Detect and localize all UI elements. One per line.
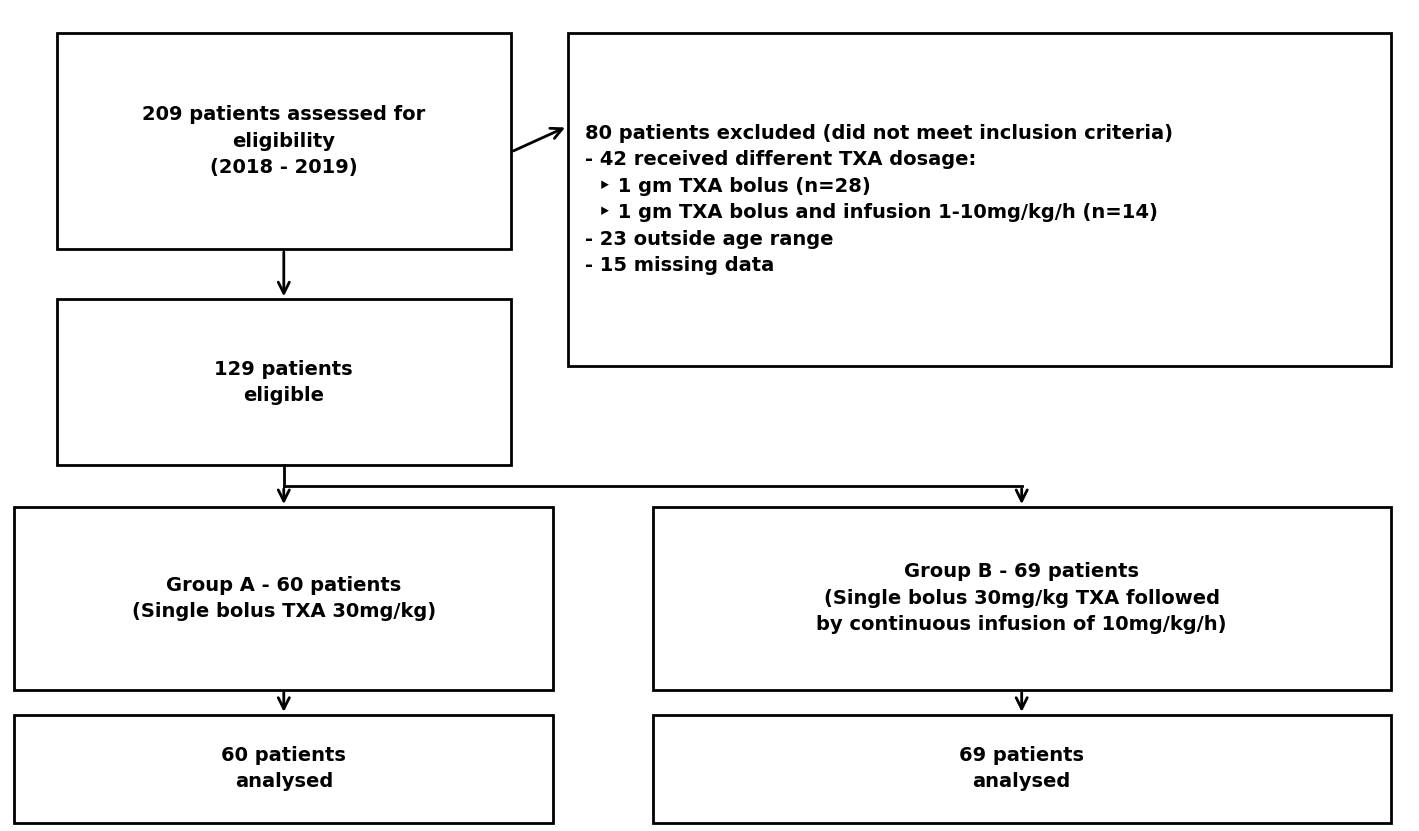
- FancyBboxPatch shape: [57, 299, 511, 465]
- Text: Group B - 69 patients
(Single bolus 30mg/kg TXA followed
by continuous infusion : Group B - 69 patients (Single bolus 30mg…: [816, 563, 1227, 634]
- FancyBboxPatch shape: [57, 33, 511, 249]
- FancyBboxPatch shape: [653, 715, 1391, 823]
- Text: 60 patients
analysed: 60 patients analysed: [221, 746, 346, 791]
- FancyBboxPatch shape: [14, 507, 553, 690]
- FancyBboxPatch shape: [14, 715, 553, 823]
- Text: 69 patients
analysed: 69 patients analysed: [959, 746, 1084, 791]
- Text: 80 patients excluded (did not meet inclusion criteria)
- 42 received different T: 80 patients excluded (did not meet inclu…: [585, 124, 1172, 275]
- FancyBboxPatch shape: [568, 33, 1391, 366]
- Text: 209 patients assessed for
eligibility
(2018 - 2019): 209 patients assessed for eligibility (2…: [142, 106, 426, 177]
- Text: Group A - 60 patients
(Single bolus TXA 30mg/kg): Group A - 60 patients (Single bolus TXA …: [132, 576, 436, 621]
- FancyBboxPatch shape: [653, 507, 1391, 690]
- Text: 129 patients
eligible: 129 patients eligible: [214, 360, 353, 405]
